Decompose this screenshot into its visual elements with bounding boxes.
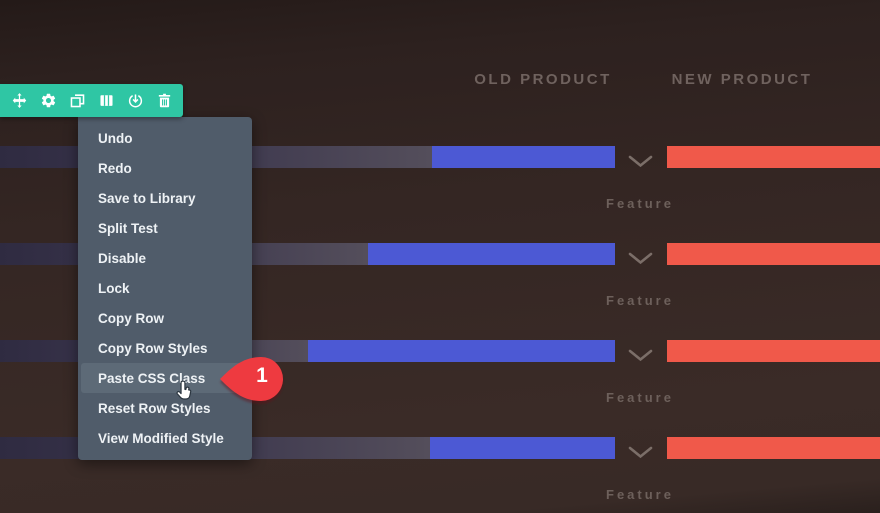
row-toolbar-icons — [0, 91, 183, 111]
teardrop-shape-icon — [220, 357, 284, 401]
context-menu-item-split-test[interactable]: Split Test — [78, 213, 252, 243]
context-menu-item-paste-css-class[interactable]: Paste CSS Class — [81, 363, 249, 393]
callout-badge-number: 1 — [256, 364, 268, 387]
new-product-bar — [667, 146, 880, 168]
row-toolbar — [0, 84, 183, 117]
old-product-bar-fill — [430, 437, 615, 459]
menu-item-label: View Modified Style — [98, 430, 224, 446]
new-product-header: NEW PRODUCT — [671, 71, 813, 88]
context-menu-item-lock[interactable]: Lock — [78, 273, 252, 303]
old-product-header: OLD PRODUCT — [474, 71, 612, 88]
context-menu-item-undo[interactable]: Undo — [78, 123, 252, 153]
settings-gear-icon[interactable] — [38, 91, 58, 111]
new-product-bar — [667, 340, 880, 362]
menu-item-label: Lock — [98, 280, 130, 296]
column-structure-icon[interactable] — [96, 91, 116, 111]
context-menu-item-copy-row-styles[interactable]: Copy Row Styles — [78, 333, 252, 363]
old-product-bar-fill — [432, 146, 615, 168]
menu-item-label: Split Test — [98, 220, 158, 236]
move-icon[interactable] — [9, 91, 29, 111]
callout-badge: 1 — [219, 355, 285, 403]
old-product-bar-fill — [308, 340, 615, 362]
chevron-down-icon[interactable] — [628, 252, 653, 265]
chevron-down-icon[interactable] — [628, 446, 653, 459]
menu-item-label: Undo — [98, 130, 133, 146]
context-menu-item-view-modified-style[interactable]: View Modified Style — [78, 423, 252, 453]
circle-down-arrow-icon[interactable] — [125, 91, 145, 111]
context-menu-item-redo[interactable]: Redo — [78, 153, 252, 183]
hand-pointer-cursor-icon — [176, 380, 192, 400]
feature-label: Feature — [606, 196, 674, 211]
row-context-menu: Undo Redo Save to Library Split Test Disable… — [78, 117, 252, 460]
duplicate-icon[interactable] — [67, 91, 87, 111]
old-product-bar-fill — [368, 243, 615, 265]
feature-label: Feature — [606, 390, 674, 405]
menu-item-label: Copy Row — [98, 310, 164, 326]
context-menu-item-copy-row[interactable]: Copy Row — [78, 303, 252, 333]
menu-item-label: Reset Row Styles — [98, 400, 211, 416]
chevron-down-icon[interactable] — [628, 155, 653, 168]
feature-label: Feature — [606, 487, 674, 502]
new-product-bar — [667, 243, 880, 265]
context-menu-items: Undo Redo Save to Library Split Test Disable… — [78, 123, 252, 453]
context-menu-item-save-to-library[interactable]: Save to Library — [78, 183, 252, 213]
menu-item-label: Save to Library — [98, 190, 196, 206]
new-product-bar — [667, 437, 880, 459]
context-menu-item-disable[interactable]: Disable — [78, 243, 252, 273]
menu-item-label: Copy Row Styles — [98, 340, 208, 356]
menu-item-label: Redo — [98, 160, 132, 176]
trash-icon[interactable] — [154, 91, 174, 111]
menu-item-label: Disable — [98, 250, 147, 266]
context-menu-item-reset-row-styles[interactable]: Reset Row Styles — [78, 393, 252, 423]
menu-item-label: Paste CSS Class — [98, 370, 206, 386]
feature-label: Feature — [606, 293, 674, 308]
chevron-down-icon[interactable] — [628, 349, 653, 362]
